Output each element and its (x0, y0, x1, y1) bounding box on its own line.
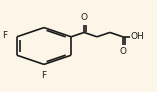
Text: F: F (41, 71, 46, 80)
Text: OH: OH (131, 32, 144, 41)
Text: F: F (2, 31, 7, 40)
Text: O: O (81, 13, 88, 22)
Text: O: O (119, 47, 126, 56)
